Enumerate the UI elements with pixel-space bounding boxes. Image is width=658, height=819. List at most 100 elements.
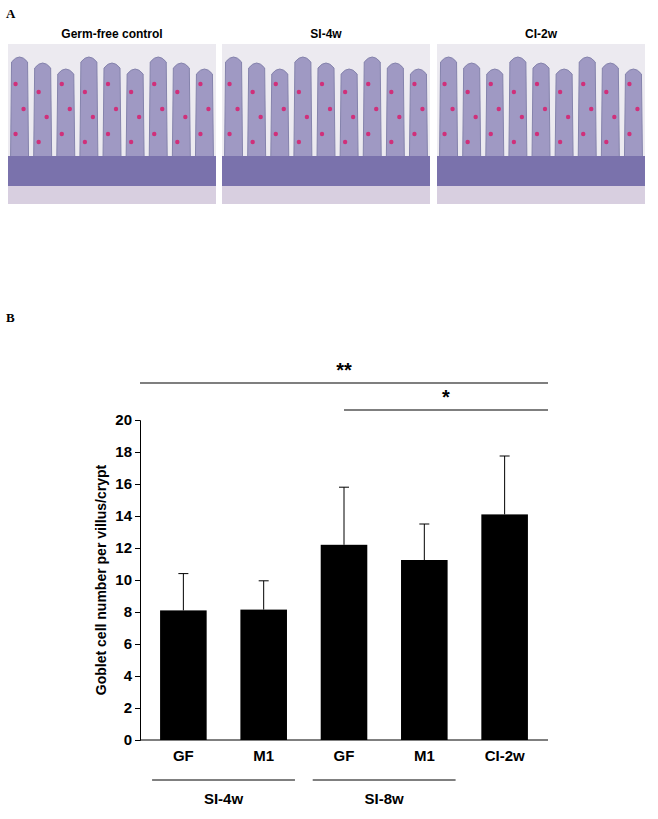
goblet-dot xyxy=(227,82,231,86)
y-tick: 16 xyxy=(115,475,140,492)
error-cap xyxy=(500,456,510,457)
villus xyxy=(440,57,458,159)
goblet-dot xyxy=(412,132,416,136)
villus xyxy=(509,57,527,159)
goblet-dot xyxy=(250,140,254,144)
goblet-dot xyxy=(106,82,110,86)
y-tick-mark xyxy=(135,516,140,517)
error-bar xyxy=(178,574,188,611)
micrograph xyxy=(8,44,216,204)
goblet-dot xyxy=(351,115,355,119)
y-tick-mark xyxy=(135,676,140,677)
villus xyxy=(248,63,266,159)
goblet-dot xyxy=(13,82,17,86)
goblet-dot xyxy=(397,115,401,119)
goblet-dot xyxy=(589,107,593,111)
panel-label: B xyxy=(6,310,15,325)
y-tick: 4 xyxy=(124,667,140,684)
bar xyxy=(401,560,448,740)
goblet-dot xyxy=(60,132,64,136)
micrograph xyxy=(222,44,430,204)
group-underline xyxy=(152,780,295,781)
micrograph xyxy=(437,44,645,204)
goblet-dot xyxy=(60,82,64,86)
x-axis: GFM1GFM1CI-2w xyxy=(140,740,548,764)
goblet-dot xyxy=(442,132,446,136)
goblet-dot xyxy=(389,140,393,144)
goblet-dot xyxy=(83,140,87,144)
goblet-dot xyxy=(250,90,254,94)
goblet-dot xyxy=(420,107,424,111)
goblet-dot xyxy=(627,132,631,136)
villus xyxy=(11,57,29,159)
bar xyxy=(481,514,528,740)
goblet-dot xyxy=(198,132,202,136)
goblet-dot xyxy=(320,82,324,86)
goblet-dot xyxy=(535,132,539,136)
y-tick-mark xyxy=(135,580,140,581)
image-title: CI-2w xyxy=(525,27,558,41)
y-axis-title: Goblet cell number per villus/crypt xyxy=(93,465,109,696)
villus xyxy=(126,69,144,159)
y-tick-label: 14 xyxy=(115,507,132,524)
goblet-dot xyxy=(604,140,608,144)
significance-line xyxy=(344,409,548,410)
villus xyxy=(294,57,312,159)
bar xyxy=(321,545,368,740)
image-bg xyxy=(222,44,430,204)
y-tick-label: 4 xyxy=(124,667,133,684)
group-label: SI-8w xyxy=(365,790,405,807)
tissue-base xyxy=(437,156,645,186)
villus xyxy=(103,63,121,159)
goblet-dot xyxy=(535,82,539,86)
y-tick-label: 20 xyxy=(115,411,132,428)
x-tick-label: M1 xyxy=(253,747,274,764)
significance-label: * xyxy=(442,386,450,408)
villus xyxy=(486,69,504,159)
goblet-dot xyxy=(520,115,524,119)
x-tick: M1 xyxy=(253,740,274,764)
goblet-dot xyxy=(465,140,469,144)
significance-line xyxy=(140,382,548,383)
y-tick-label: 16 xyxy=(115,475,132,492)
significance-label: ** xyxy=(336,359,352,381)
villus xyxy=(271,69,289,159)
error-stem xyxy=(344,487,345,545)
x-tick: M1 xyxy=(414,740,435,764)
goblet-dot xyxy=(274,132,278,136)
villus xyxy=(317,63,335,159)
goblet-dot xyxy=(442,82,446,86)
goblet-dot xyxy=(558,90,562,94)
image-title: Germ-free control xyxy=(61,27,162,41)
error-stem xyxy=(183,574,184,611)
x-tick: CI-2w xyxy=(485,740,525,764)
villus xyxy=(57,69,75,159)
y-tick-mark xyxy=(135,452,140,453)
villus xyxy=(624,69,642,159)
y-tick: 20 xyxy=(115,411,140,428)
goblet-dot xyxy=(68,107,72,111)
y-tick-label: 10 xyxy=(115,571,132,588)
image-bg xyxy=(437,44,645,204)
villus xyxy=(172,63,190,159)
error-bar xyxy=(419,524,429,560)
x-tick-label: GF xyxy=(334,747,355,764)
goblet-dot xyxy=(497,107,501,111)
error-stem xyxy=(504,456,505,514)
image-title: SI-4w xyxy=(310,27,342,41)
y-tick-label: 2 xyxy=(124,699,132,716)
goblet-dot xyxy=(489,82,493,86)
goblet-dot xyxy=(305,115,309,119)
villus xyxy=(34,63,52,159)
goblet-dot xyxy=(450,107,454,111)
goblet-dot xyxy=(489,132,493,136)
y-tick: 18 xyxy=(115,443,140,460)
goblet-dot xyxy=(152,132,156,136)
error-stem xyxy=(263,581,264,610)
image-bg xyxy=(8,44,216,204)
goblet-dot xyxy=(36,90,40,94)
goblet-dot xyxy=(152,82,156,86)
villus xyxy=(532,63,550,159)
goblet-dot xyxy=(343,140,347,144)
y-tick-mark xyxy=(135,420,140,421)
